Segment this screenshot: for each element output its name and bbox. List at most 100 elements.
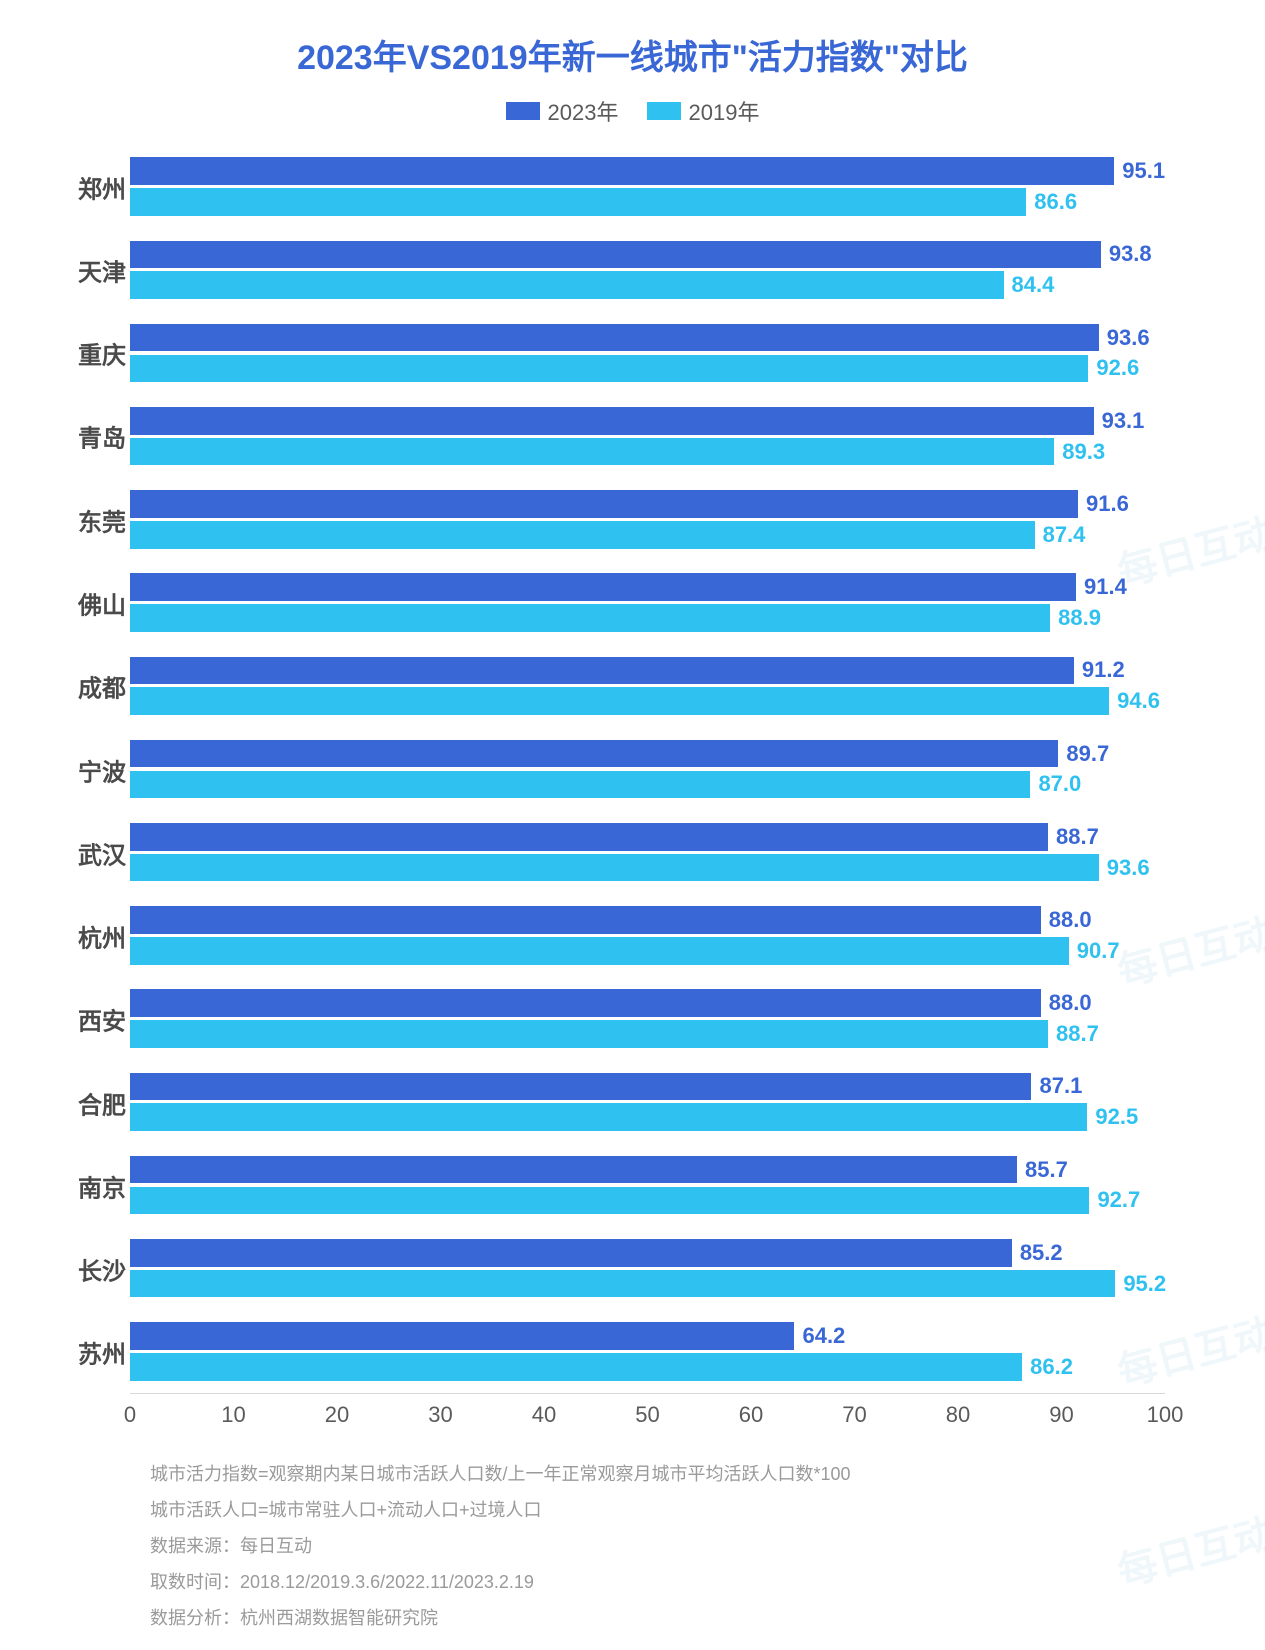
bar-value-label: 91.6 [1086,491,1129,517]
bar-fill [130,324,1099,351]
x-tick-label: 70 [842,1402,866,1428]
category-label: 武汉 [78,835,126,870]
bar-fill [130,1187,1089,1214]
bar-value-label: 88.0 [1049,907,1092,933]
chart-area: 郑州天津重庆青岛东莞佛山成都宁波武汉杭州西安合肥南京长沙苏州 95.186.69… [40,145,1225,1454]
bar-fill [130,355,1088,382]
bar: 85.7 [130,1156,1165,1183]
plot-area: 95.186.693.884.493.692.693.189.391.687.4… [130,145,1165,1394]
bar-fill [130,1073,1031,1100]
x-tick-label: 10 [221,1402,245,1428]
x-tick-label: 80 [946,1402,970,1428]
bar-fill [130,271,1004,298]
x-tick-label: 60 [739,1402,763,1428]
bar: 93.6 [130,854,1165,881]
legend-swatch-2023 [506,102,540,120]
category-label: 成都 [78,669,126,704]
y-axis-labels: 郑州天津重庆青岛东莞佛山成都宁波武汉杭州西安合肥南京长沙苏州 [40,145,126,1394]
legend: 2023年 2019年 [40,95,1225,127]
legend-label-2019: 2019年 [689,95,760,127]
category-label: 郑州 [78,169,126,204]
bar-fill [130,1020,1048,1047]
footer-line: 数据分析：杭州西湖数据智能研究院 [150,1604,1225,1630]
bar-value-label: 87.1 [1039,1073,1082,1099]
bar-fill [130,573,1076,600]
bar-fill [130,157,1114,184]
bar-fill [130,989,1041,1016]
bar-fill [130,407,1094,434]
footer-line: 城市活力指数=观察期内某日城市活跃人口数/上一年正常观察月城市平均活跃人口数*1… [150,1460,1225,1486]
bar: 93.1 [130,407,1165,434]
bar-value-label: 87.4 [1043,522,1086,548]
bar-fill [130,1353,1022,1380]
x-tick-label: 20 [325,1402,349,1428]
bar-fill [130,1270,1115,1297]
x-tick-label: 90 [1049,1402,1073,1428]
bar-fill [130,687,1109,714]
bar: 87.4 [130,521,1165,548]
bar-fill [130,1239,1012,1266]
bar: 88.7 [130,823,1165,850]
x-tick-label: 0 [124,1402,136,1428]
bar: 92.6 [130,355,1165,382]
bar-value-label: 86.6 [1034,189,1077,215]
bar: 84.4 [130,271,1165,298]
legend-item-2019: 2019年 [647,95,760,127]
bar-value-label: 92.5 [1095,1104,1138,1130]
bar-fill [130,438,1054,465]
category-label: 宁波 [78,752,126,787]
bar-fill [130,906,1041,933]
bar-value-label: 88.9 [1058,605,1101,631]
bar: 85.2 [130,1239,1165,1266]
category-label: 天津 [78,252,126,287]
bar-fill [130,854,1099,881]
bar-fill [130,604,1050,631]
bar-value-label: 88.0 [1049,990,1092,1016]
bar-value-label: 93.6 [1107,855,1150,881]
bar-value-label: 93.6 [1107,325,1150,351]
x-tick-label: 30 [428,1402,452,1428]
bar: 95.2 [130,1270,1165,1297]
x-tick-label: 50 [635,1402,659,1428]
bar-value-label: 85.7 [1025,1157,1068,1183]
bar-value-label: 93.8 [1109,241,1152,267]
bar: 93.6 [130,324,1165,351]
category-label: 南京 [78,1168,126,1203]
bar-fill [130,241,1101,268]
bar: 86.6 [130,188,1165,215]
bar-fill [130,1322,794,1349]
bar: 88.9 [130,604,1165,631]
bar-fill [130,1103,1087,1130]
category-label: 佛山 [78,585,126,620]
category-label: 长沙 [78,1252,126,1287]
bar-value-label: 91.4 [1084,574,1127,600]
bar-fill [130,771,1030,798]
bar-value-label: 88.7 [1056,824,1099,850]
bar: 90.7 [130,937,1165,964]
category-label: 东莞 [78,502,126,537]
bar: 64.2 [130,1322,1165,1349]
category-label: 西安 [78,1002,126,1037]
bar-value-label: 94.6 [1117,688,1160,714]
footer-notes: 城市活力指数=观察期内某日城市活跃人口数/上一年正常观察月城市平均活跃人口数*1… [40,1460,1225,1630]
category-label: 合肥 [78,1085,126,1120]
bar-fill [130,490,1078,517]
bar-fill [130,657,1074,684]
bar-value-label: 95.2 [1123,1271,1166,1297]
bar: 91.6 [130,490,1165,517]
bar-value-label: 89.3 [1062,439,1105,465]
bar: 88.0 [130,906,1165,933]
legend-label-2023: 2023年 [548,95,619,127]
category-label: 青岛 [78,419,126,454]
chart-title: 2023年VS2019年新一线城市"活力指数"对比 [40,30,1225,79]
bar-fill [130,937,1069,964]
bar: 91.4 [130,573,1165,600]
chart-container: 2023年VS2019年新一线城市"活力指数"对比 2023年 2019年 郑州… [0,0,1265,1650]
bar: 88.0 [130,989,1165,1016]
x-axis: 0102030405060708090100 [130,1394,1165,1454]
category-label: 苏州 [78,1335,126,1370]
bar: 87.1 [130,1073,1165,1100]
bar-fill [130,521,1035,548]
bar: 88.7 [130,1020,1165,1047]
bar-value-label: 64.2 [802,1323,845,1349]
